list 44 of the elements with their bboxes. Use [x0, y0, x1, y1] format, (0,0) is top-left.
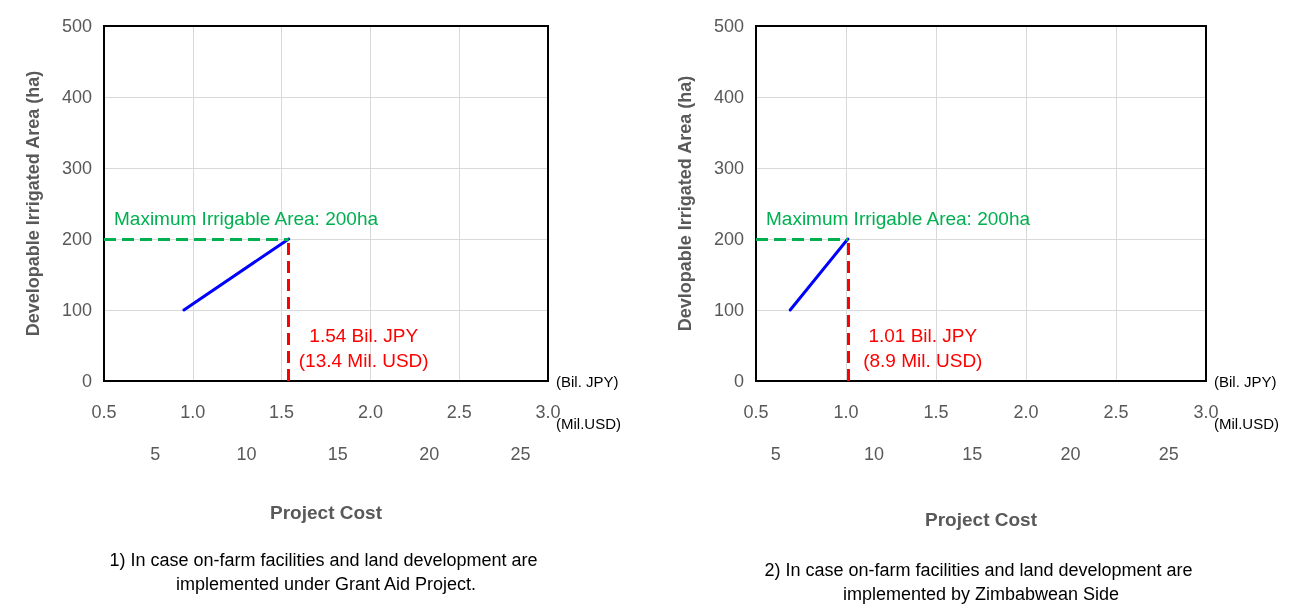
text: 1) In case on-farm facilities and land development are implemented under Grant Aid Project.	[109, 550, 543, 594]
y-tick-label: 400	[713, 87, 744, 107]
x-tick-label: 1.5	[269, 402, 295, 422]
y-axis-title: Devlopable Irrigated Area (ha)	[675, 75, 695, 332]
y-tick-label: 500	[61, 16, 92, 36]
x-axis-title: (Bil. JPY)	[1214, 372, 1277, 390]
y-tick-label: 200	[61, 229, 92, 249]
y-tick-label: 0	[81, 371, 92, 391]
x2-tick-label: 20	[1060, 444, 1081, 464]
x-tick-label: 1.5	[923, 402, 949, 422]
y-tick-label: 500	[713, 16, 744, 36]
x-tick-label: 2.5	[446, 402, 472, 422]
x2-tick-label: 5	[770, 444, 781, 464]
text: 2) In case on-farm facilities and land development are implemented by Zimbabwean Side	[764, 560, 1198, 604]
ref-line-label: Maximum Irrigable Area: 200ha	[766, 208, 1031, 229]
y-tick-label: 0	[733, 371, 744, 391]
x2-tick-label: 10	[236, 444, 257, 464]
x-tick-label: 1.0	[180, 402, 206, 422]
x2-tick-label: 25	[1158, 444, 1179, 464]
x-tick-label: 2.0	[1013, 402, 1039, 422]
y-axis-title: Developable Irrigated Area (ha)	[23, 70, 43, 337]
x-tick-label: 0.5	[91, 402, 117, 422]
x2-tick-label: 5	[150, 444, 161, 464]
x2-tick-label: 15	[962, 444, 983, 464]
y-tick-label: 100	[713, 300, 744, 320]
text: Project Cost	[925, 509, 1038, 530]
x-tick-label: 2.0	[357, 402, 383, 422]
y-tick-label: 100	[61, 300, 92, 320]
y-tick-label: 300	[61, 158, 92, 178]
x-tick-label: 2.5	[1103, 402, 1129, 422]
x2-tick-label: 20	[419, 444, 440, 464]
ref-line-label: 1.54 Bil. JPY (13.4 Mil. USD)	[298, 325, 429, 371]
y-tick-label: 200	[713, 229, 744, 249]
y-tick-label: 400	[61, 87, 92, 107]
x2-tick-label: 15	[327, 444, 348, 464]
y-tick-label: 300	[713, 158, 744, 178]
x-tick-label: 1.0	[833, 402, 859, 422]
text: Project Cost	[270, 502, 383, 523]
x2-tick-label: 10	[863, 444, 884, 464]
x-axis-title: (Bil. JPY)	[556, 372, 619, 390]
ref-line-label: Maximum Irrigable Area: 200ha	[114, 208, 379, 229]
ref-line-label: 1.01 Bil. JPY (8.9 Mil. USD)	[863, 325, 983, 371]
x2-tick-label: 25	[510, 444, 531, 464]
x-tick-label: 0.5	[743, 402, 769, 422]
